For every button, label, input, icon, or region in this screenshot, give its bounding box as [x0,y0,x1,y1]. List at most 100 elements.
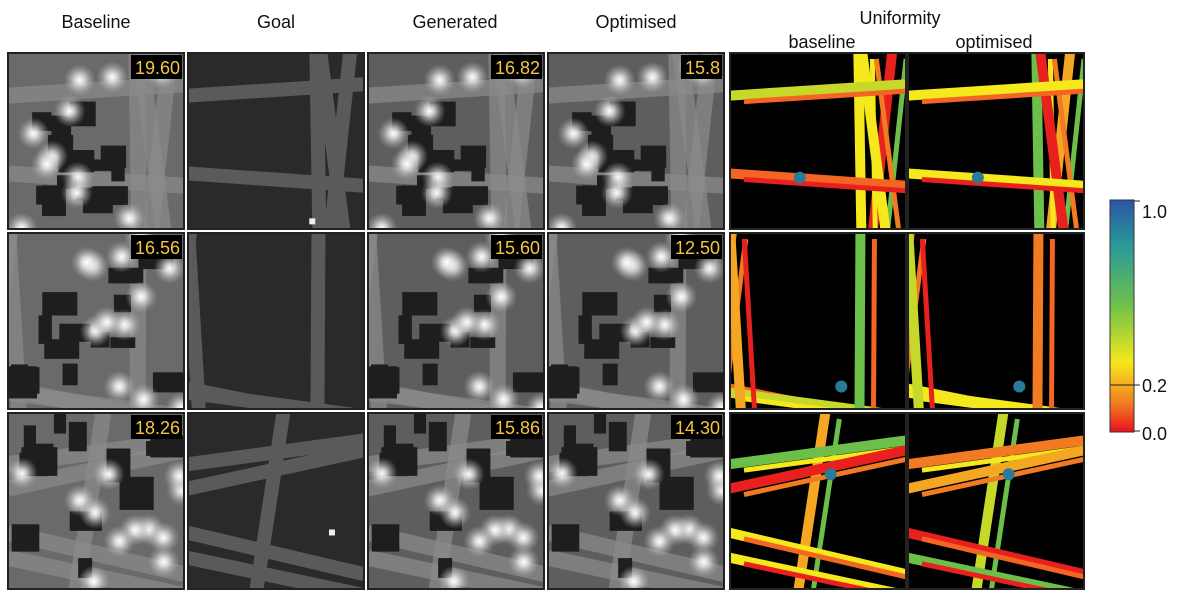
road [730,527,906,580]
light [463,370,496,403]
building [371,524,400,552]
light [617,565,650,589]
building [152,372,184,393]
building [551,364,568,398]
light [600,176,633,209]
background [908,233,1084,409]
light [653,202,686,229]
building [62,363,78,386]
road [921,396,1018,409]
panel-content [730,413,906,589]
colorbar-label: 1.0 [1142,202,1167,222]
junction [1002,468,1015,481]
light [153,252,184,285]
road [871,238,877,409]
panel-border [187,412,365,590]
junction [824,468,837,481]
road [743,536,906,580]
panel-content [730,233,906,409]
light [30,148,63,181]
column-header: Generated [412,12,497,32]
light [610,246,643,279]
light [165,391,184,409]
value-label: 16.56 [135,238,180,258]
building [690,435,724,458]
light [507,521,540,554]
image-panel: 12.50 [547,232,725,410]
light [687,521,720,554]
road [188,385,363,409]
panel-content [368,53,544,229]
light [507,545,540,578]
road [971,413,1009,589]
building [578,315,592,344]
building [398,315,412,344]
light [113,202,146,229]
value-label: 16.82 [495,58,540,78]
light [8,457,38,490]
light [439,496,472,529]
image-panel [187,412,365,590]
panel-border [187,52,365,230]
road [921,561,1053,589]
panel-border [729,232,907,410]
building [92,186,128,206]
value-box [490,415,542,439]
road [730,435,906,470]
junction [793,171,806,184]
light [632,458,665,491]
building [593,413,607,434]
building [460,145,487,168]
light [450,306,483,339]
panel-border [729,412,907,590]
light [377,117,410,150]
road [743,396,840,409]
light [60,176,93,209]
light [687,545,720,578]
light [90,306,123,339]
building [640,145,667,168]
road [730,168,906,191]
panel-border [547,232,725,410]
light [70,246,103,279]
junction [1013,380,1026,393]
road [249,413,291,589]
road [310,233,326,409]
light [79,496,112,529]
road [908,233,924,409]
value-box [680,55,722,79]
road [188,443,364,496]
road [921,536,1084,580]
road [188,526,364,581]
light [667,383,700,409]
building [404,339,440,359]
light [456,61,489,94]
light [513,252,544,285]
building [512,372,544,393]
light [103,370,136,403]
building [452,186,488,206]
light [147,545,180,578]
panel-content [548,413,724,589]
road [921,88,1084,105]
image-panel [729,232,907,410]
value-label: 15.60 [495,238,540,258]
light [420,176,453,209]
background [188,233,364,409]
building [632,186,668,206]
panel-content [188,413,364,589]
road [8,384,184,409]
light [487,383,520,409]
building [582,185,606,217]
light [636,61,669,94]
road [548,384,724,409]
building [479,476,514,510]
image-panel [907,52,1085,230]
light [705,391,724,409]
building [119,476,154,510]
light [570,148,603,181]
image-panel [187,52,365,230]
building [150,435,184,458]
panel-border [367,232,545,410]
